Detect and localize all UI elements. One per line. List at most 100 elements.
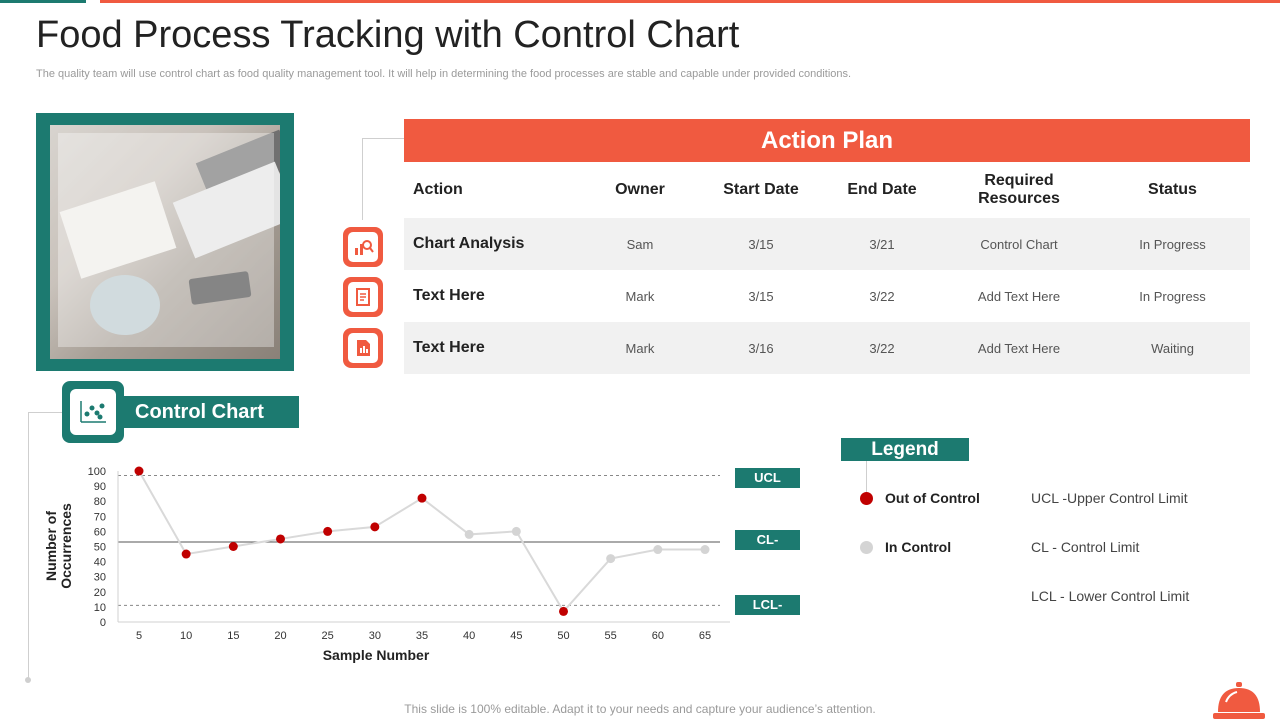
scatter-chart-icon	[62, 381, 124, 443]
table-row: Chart Analysis Sam 3/15 3/21 Control Cha…	[404, 218, 1250, 270]
top-accent-teal	[0, 0, 86, 3]
column-header-action: Action	[413, 181, 463, 198]
y-tick-label: 80	[94, 496, 106, 508]
data-point-out-of-control	[323, 526, 333, 536]
x-tick-label: 15	[227, 630, 239, 642]
control-chart: 0 10 20 30 40 50 60 70 80 90 100 5 10 15 20 25 30 35 40 45…	[43, 466, 730, 663]
data-point-in-control	[511, 526, 521, 536]
column-header-start-date: Start Date	[723, 181, 799, 198]
chart-analysis-icon	[343, 227, 383, 267]
control-chart-label: Control Chart	[100, 396, 299, 428]
x-tick-label: 10	[180, 630, 192, 642]
cell-end-date: 3/22	[869, 288, 895, 304]
lcl-badge: LCL-	[735, 595, 800, 615]
cell-owner: Mark	[625, 288, 655, 304]
connector-dot	[25, 677, 31, 683]
data-point-in-control	[700, 545, 710, 555]
column-header-owner: Owner	[615, 181, 665, 198]
legend-out-of-control-label: Out of Control	[885, 490, 980, 506]
legend-title: Legend	[841, 438, 969, 461]
page-subtitle: The quality team will use control chart …	[36, 68, 852, 80]
cell-owner: Sam	[626, 236, 654, 252]
top-accent-coral	[100, 0, 1280, 3]
y-tick-label: 50	[94, 542, 106, 554]
legend-definition-lcl: LCL - Lower Control Limit	[1031, 588, 1190, 604]
data-point-out-of-control	[370, 522, 380, 532]
photo-frame	[36, 113, 294, 371]
cl-badge: CL-	[735, 530, 800, 550]
legend-in-control-label: In Control	[885, 539, 952, 555]
y-tick-label: 90	[94, 481, 106, 493]
action-plan-header: Action Plan	[404, 119, 1250, 162]
column-header-required-resources: Required Resources	[978, 172, 1060, 207]
x-tick-label: 60	[652, 630, 664, 642]
column-header-status: Status	[1148, 181, 1197, 198]
connector-line	[362, 138, 363, 220]
connector-line	[362, 138, 404, 139]
action-plan-table: Action Owner Start Date End Date Require…	[404, 162, 1250, 374]
series-line	[138, 470, 705, 614]
photo-cup-shape	[90, 275, 160, 335]
person-writing-photo	[50, 125, 280, 359]
table-header-row: Action Owner Start Date End Date Require…	[404, 162, 1250, 218]
legend-out-of-control-marker	[860, 492, 873, 505]
y-tick-label: 40	[94, 557, 106, 569]
cell-action: Chart Analysis	[413, 235, 525, 252]
document-icon	[343, 277, 383, 317]
data-point-out-of-control	[417, 493, 427, 503]
service-bell-icon	[1213, 682, 1265, 719]
y-tick-label: 30	[94, 572, 106, 584]
x-tick-label: 55	[605, 630, 617, 642]
cell-start-date: 3/16	[748, 340, 774, 356]
legend-in-control-marker	[860, 541, 873, 554]
y-tick-label: 70	[94, 511, 106, 523]
x-tick-label: 20	[274, 630, 286, 642]
table-row: Text Here Mark 3/16 3/22 Add Text Here W…	[404, 322, 1250, 374]
data-point-out-of-control	[134, 466, 144, 476]
x-tick-label: 5	[136, 630, 142, 642]
page-title: Food Process Tracking with Control Chart	[36, 14, 740, 56]
legend-definition-ucl: UCL -Upper Control Limit	[1031, 490, 1188, 506]
x-tick-label: 50	[557, 630, 569, 642]
x-tick-label: 40	[463, 630, 475, 642]
data-point-in-control	[653, 545, 663, 555]
cell-status: Waiting	[1151, 340, 1194, 356]
cell-status: In Progress	[1139, 288, 1206, 304]
x-tick-label: 35	[416, 630, 428, 642]
y-tick-label: 10	[94, 602, 106, 614]
data-point-out-of-control	[228, 542, 238, 551]
photo-overlay	[58, 133, 274, 347]
y-tick-label: 60	[94, 526, 106, 538]
cell-start-date: 3/15	[748, 288, 774, 304]
footer-note: This slide is 100% editable. Adapt it to…	[404, 702, 876, 716]
cell-end-date: 3/21	[869, 236, 895, 252]
data-point-in-control	[606, 554, 616, 564]
x-tick-label: 45	[510, 630, 522, 642]
report-icon	[343, 328, 383, 368]
column-header-end-date: End Date	[847, 181, 917, 198]
data-point-out-of-control	[559, 606, 568, 616]
x-tick-label: 30	[369, 630, 381, 642]
x-axis-label: Sample Number	[323, 647, 430, 663]
legend-definition-cl: CL - Control Limit	[1031, 539, 1140, 555]
cell-resources: Add Text Here	[977, 288, 1061, 304]
data-point-in-control	[464, 529, 474, 539]
cell-resources: Control Chart	[980, 236, 1058, 252]
y-tick-label: 0	[100, 617, 106, 629]
connector-line	[28, 412, 64, 413]
cell-start-date: 3/15	[748, 236, 774, 252]
cell-action: Text Here	[413, 287, 485, 304]
y-tick-label: 100	[88, 466, 106, 478]
y-tick-label: 20	[94, 587, 106, 599]
y-axis-label: Number ofOccurrences	[43, 503, 74, 589]
cell-end-date: 3/22	[869, 340, 895, 356]
x-tick-label: 25	[322, 630, 334, 642]
ucl-badge: UCL	[735, 468, 800, 488]
x-tick-label: 65	[699, 630, 711, 642]
cell-resources: Add Text Here	[977, 340, 1061, 356]
cell-owner: Mark	[625, 340, 655, 356]
table-row: Text Here Mark 3/15 3/22 Add Text Here I…	[404, 270, 1250, 322]
data-point-out-of-control	[181, 549, 191, 559]
cell-status: In Progress	[1139, 236, 1206, 252]
legend-connector	[866, 461, 867, 499]
